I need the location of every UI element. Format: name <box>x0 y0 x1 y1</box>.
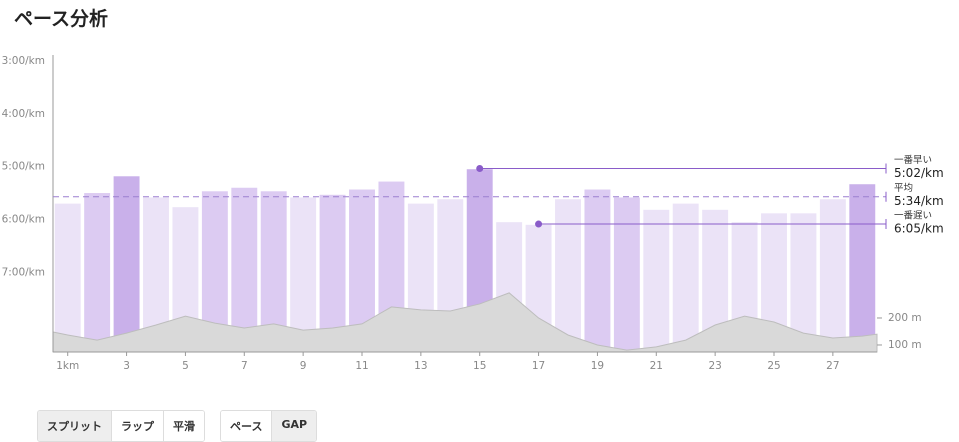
x-tick-label: 5 <box>182 360 189 372</box>
toggle-button[interactable]: ラップ <box>112 411 164 441</box>
bar <box>82 191 112 353</box>
annotation-point <box>535 220 543 228</box>
x-tick-label: 17 <box>532 360 545 372</box>
button-group: ペース GAP <box>220 410 318 442</box>
toggle-button[interactable]: スプリット <box>38 411 112 441</box>
bar <box>582 188 612 353</box>
y2-tick-label: 200 m <box>888 312 922 324</box>
bar <box>641 208 671 353</box>
toggle-button[interactable]: 平滑 <box>164 411 204 441</box>
bar <box>818 197 848 353</box>
x-tick-label: 15 <box>473 360 486 372</box>
button-group: スプリット ラップ 平滑 <box>37 410 205 442</box>
annotation-label: 一番遅い <box>894 210 932 222</box>
y-tick-label: 3:00/km <box>2 55 45 67</box>
bar <box>112 174 142 353</box>
x-tick-label: 21 <box>650 360 663 372</box>
bar <box>318 193 348 353</box>
x-tick-label: 19 <box>591 360 604 372</box>
bar <box>288 195 318 353</box>
toggle-button[interactable]: GAP <box>272 411 317 441</box>
y-tick-label: 4:00/km <box>2 108 45 120</box>
x-tick-label: 13 <box>414 360 427 372</box>
x-tick-label: 11 <box>355 360 368 372</box>
annotation-point <box>476 164 484 172</box>
annotation-value: 6:05/km <box>894 222 944 236</box>
x-tick-label: 23 <box>708 360 721 372</box>
annotation-value: 5:02/km <box>894 166 944 180</box>
elevation-area <box>52 292 878 353</box>
toggle-button[interactable]: ペース <box>221 411 273 441</box>
bar <box>671 202 701 353</box>
x-tick-label: 1km <box>56 360 79 372</box>
bar <box>53 202 83 353</box>
bar <box>229 186 259 353</box>
annotation-value: 5:34/km <box>894 194 944 208</box>
bar <box>788 211 818 353</box>
x-tick-label: 7 <box>241 360 248 372</box>
x-tick-label: 25 <box>767 360 780 372</box>
bar <box>612 195 642 353</box>
y2-tick-label: 100 m <box>888 339 922 351</box>
x-tick-label: 27 <box>826 360 839 372</box>
y-tick-label: 7:00/km <box>2 267 45 279</box>
annotation-label: 平均 <box>894 182 913 194</box>
x-tick-label: 9 <box>300 360 307 372</box>
y-tick-label: 6:00/km <box>2 214 45 226</box>
page-title: ペース分析 <box>14 8 109 30</box>
bar <box>847 182 877 353</box>
y-tick-label: 5:00/km <box>2 161 45 173</box>
controls: スプリット ラップ 平滑 ペース GAP <box>37 410 318 442</box>
x-tick-label: 3 <box>123 360 130 372</box>
annotation-label: 一番早い <box>894 154 932 166</box>
chart: 3:00/km 4:00/km 5:00/km 6:00/km 7:00/km 100 m… <box>2 55 944 372</box>
